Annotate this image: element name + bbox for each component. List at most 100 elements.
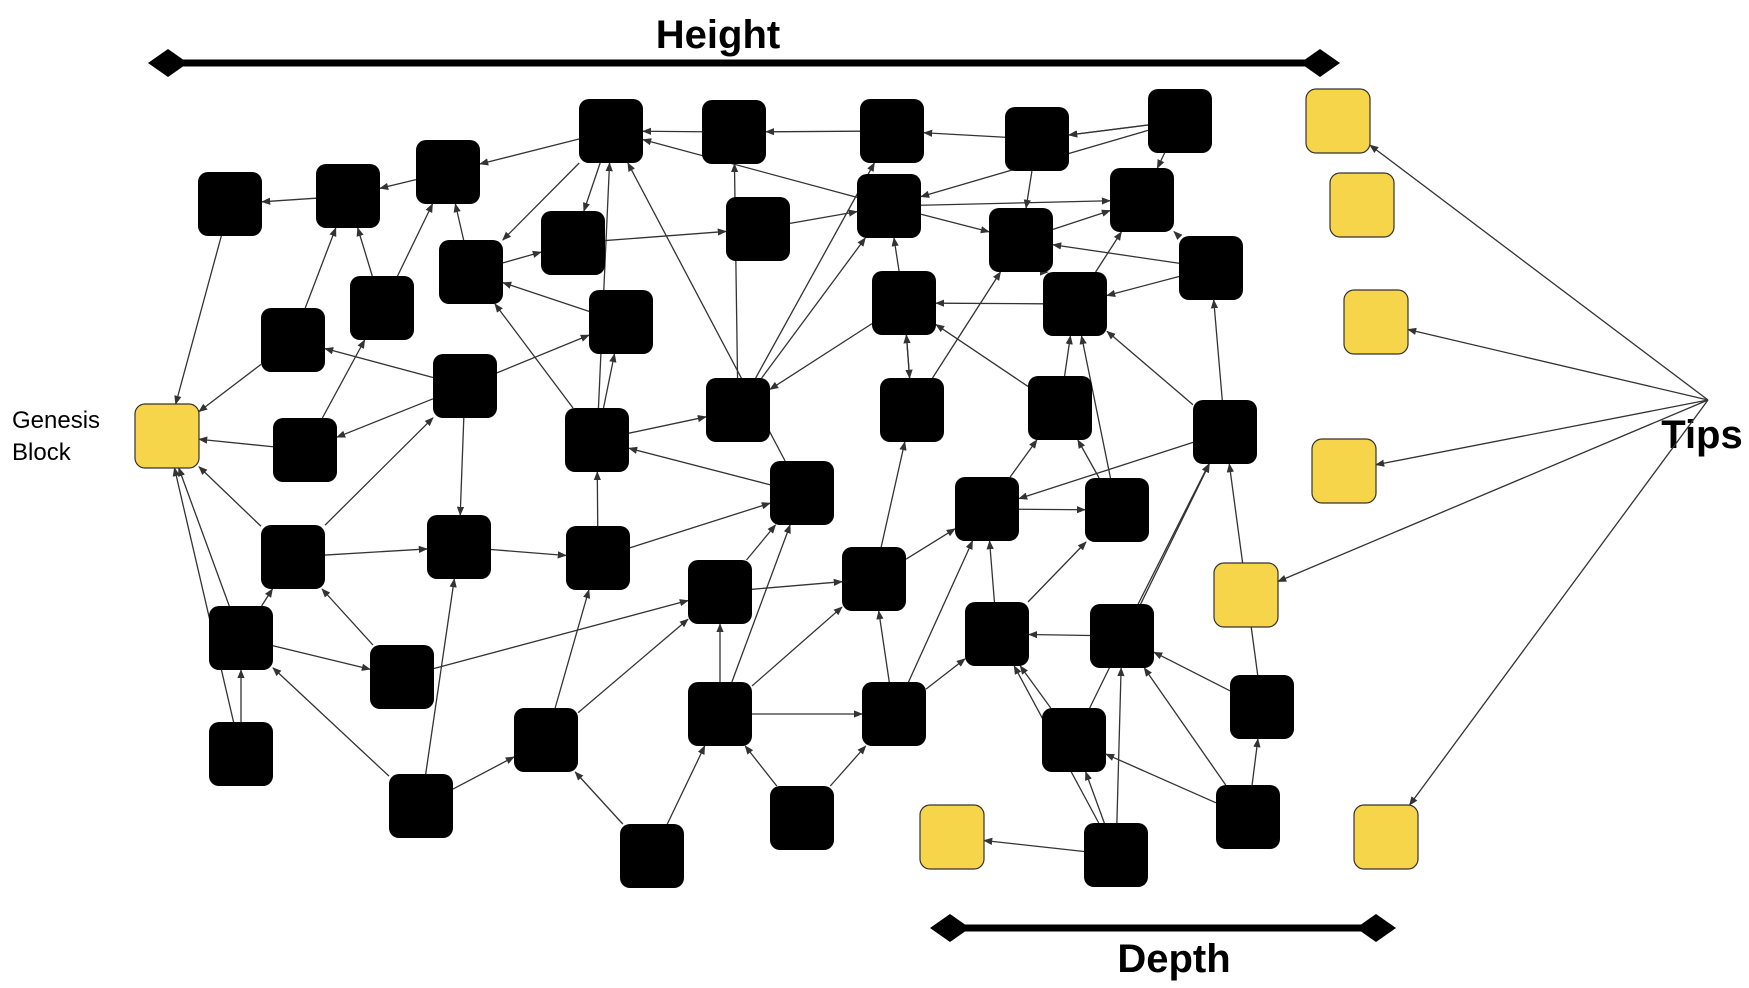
tips-pointer-arrow — [1277, 399, 1709, 583]
edge-arrow — [356, 227, 373, 277]
depth-right-diamond — [1356, 914, 1396, 942]
block-node — [880, 378, 944, 442]
edge-arrow — [628, 446, 771, 486]
edge-arrow — [425, 578, 457, 775]
tips-pointer-arrow — [1369, 144, 1709, 401]
edge-arrow — [986, 540, 996, 603]
edge-arrow — [755, 162, 875, 379]
edge-arrow — [1023, 170, 1033, 209]
edge-arrow — [496, 334, 590, 374]
edge-arrow — [1251, 738, 1261, 786]
block-node — [688, 682, 752, 746]
block-node — [541, 211, 605, 275]
edge-arrow — [983, 837, 1085, 853]
block-node — [1042, 708, 1106, 772]
tips-pointer-arrow — [1407, 327, 1709, 401]
edge-arrow — [502, 281, 590, 312]
tip-block-node — [1213, 562, 1279, 628]
edge-arrow — [324, 347, 434, 379]
edge-arrow — [324, 417, 434, 526]
edge-arrow — [751, 606, 843, 687]
edge-arrow — [272, 667, 390, 777]
edge-arrow — [903, 334, 911, 379]
block-node — [702, 100, 766, 164]
height-left-diamond — [148, 49, 188, 77]
edge-arrow — [1106, 275, 1180, 297]
edge-arrow — [907, 540, 974, 683]
edge-arrow — [744, 745, 778, 787]
block-node — [1179, 236, 1243, 300]
edge-arrow — [494, 303, 574, 409]
block-node — [1043, 272, 1107, 336]
edge-arrow — [1019, 665, 1052, 709]
block-node — [1230, 675, 1294, 739]
edge-arrow — [453, 203, 465, 241]
edge-arrow — [304, 227, 337, 309]
edge-arrow — [1027, 541, 1087, 603]
edge-arrow — [1018, 506, 1086, 514]
block-node — [261, 308, 325, 372]
edge-arrow — [597, 162, 613, 409]
block-node — [389, 774, 453, 838]
block-node — [209, 722, 273, 786]
block-node — [433, 354, 497, 418]
edge-arrow — [574, 771, 624, 825]
block-node — [416, 140, 480, 204]
edge-arrow — [891, 237, 900, 272]
genesis-label-line1: Genesis — [12, 407, 100, 434]
edge-arrow — [502, 162, 580, 241]
edge-arrow — [604, 228, 727, 242]
block-node — [955, 477, 1019, 541]
block-node — [565, 408, 629, 472]
tip-block-node — [1329, 172, 1395, 238]
edge-arrow — [829, 745, 867, 787]
block-node — [1005, 107, 1069, 171]
edge-arrow — [1137, 463, 1210, 605]
edge-arrow — [628, 414, 707, 434]
edge-arrow — [554, 589, 591, 709]
edge-arrow — [1156, 152, 1166, 169]
edge-arrow — [324, 545, 428, 556]
edge-arrow — [1079, 335, 1112, 479]
tips-label: Tips — [1661, 413, 1743, 457]
block-node — [209, 606, 273, 670]
edge-arrow — [746, 524, 777, 561]
tip-block-node — [919, 804, 985, 870]
edge-arrow — [1106, 330, 1194, 406]
depth-bar: Depth — [930, 914, 1396, 981]
block-node — [1110, 168, 1174, 232]
edge-arrow — [905, 528, 956, 560]
edge-arrow — [602, 353, 617, 409]
block-node — [1216, 785, 1280, 849]
edge-arrow — [1143, 667, 1227, 786]
height-label: Height — [656, 13, 780, 57]
edge-arrow — [1105, 753, 1217, 804]
edge-layer — [172, 124, 1709, 853]
edge-arrow — [765, 128, 861, 136]
edge-arrow — [583, 162, 601, 212]
genesis-label-line2: Block — [12, 439, 72, 466]
edge-arrow — [452, 756, 515, 790]
edge-arrow — [1173, 230, 1183, 240]
block-node — [1085, 478, 1149, 542]
edge-arrow — [379, 179, 417, 190]
block-node — [439, 240, 503, 304]
block-node — [770, 461, 834, 525]
edge-arrow — [880, 441, 907, 548]
edge-arrow — [1009, 439, 1038, 478]
block-layer — [134, 88, 1419, 888]
edge-arrow — [272, 645, 371, 671]
block-node — [842, 547, 906, 611]
block-node — [1148, 89, 1212, 153]
edge-arrow — [178, 467, 230, 607]
edge-arrow — [935, 323, 1029, 388]
edge-arrow — [1063, 335, 1073, 377]
edge-arrow — [174, 235, 222, 405]
edge-arrow — [1052, 209, 1111, 231]
block-node — [770, 786, 834, 850]
block-node — [857, 174, 921, 238]
edge-arrow — [769, 323, 873, 390]
tips-pointer-arrow — [1375, 399, 1709, 467]
edge-arrow — [751, 578, 843, 590]
